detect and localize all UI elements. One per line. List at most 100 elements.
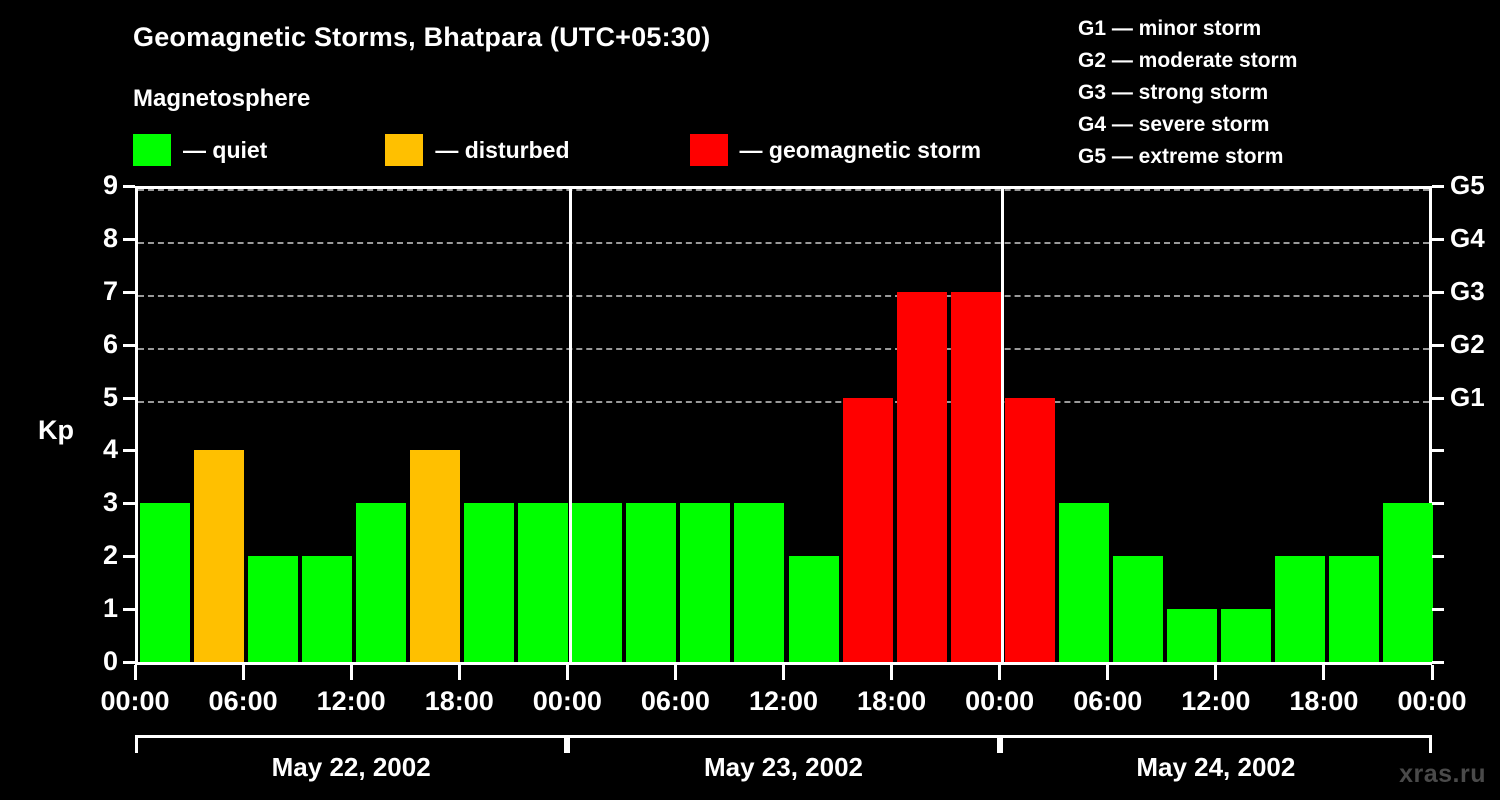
gridline-kp-8	[138, 241, 1429, 244]
y-tick-right-0	[1432, 661, 1444, 664]
x-tick-5	[673, 665, 677, 680]
legend-item-label: — disturbed	[435, 136, 570, 163]
bar	[572, 503, 623, 662]
y-tick-label-1: 1	[102, 593, 118, 624]
y-tick-label-3: 3	[102, 487, 118, 518]
bar	[680, 503, 731, 662]
date-label-2: May 23, 2002	[703, 752, 864, 782]
gridline-kp-9	[138, 189, 1429, 191]
y-tick-label-4: 4	[102, 434, 118, 465]
x-tick-label-3: 18:00	[424, 686, 494, 716]
y-tick-2	[123, 555, 135, 559]
x-tick-label-10: 12:00	[1181, 686, 1251, 716]
green-swatch-icon	[133, 134, 171, 166]
y-tick-right-5	[1432, 396, 1444, 400]
legend-item-orange: — disturbed	[385, 134, 570, 166]
magnetosphere-legend: — quiet — disturbed — geomagnetic storm	[133, 133, 981, 167]
x-tick-3	[457, 665, 461, 680]
bar	[140, 503, 191, 662]
y-tick-1	[123, 608, 135, 612]
g-scale-line-2: G2 — moderate storm	[1078, 49, 1298, 72]
legend-item-label: — geomagnetic storm	[739, 136, 982, 163]
right-axis-label-G5: G5	[1450, 170, 1485, 200]
g-scale-legend: G1 — minor storm G2 — moderate storm G3 — …	[1078, 13, 1297, 173]
day-separator-2	[1001, 189, 1005, 662]
y-tick-3	[123, 502, 135, 506]
x-tick-11	[1322, 665, 1326, 680]
y-tick-right-1	[1432, 608, 1444, 612]
day-separator-1	[568, 189, 572, 662]
y-tick-9	[123, 185, 135, 188]
bar	[248, 556, 299, 662]
bar	[896, 291, 947, 662]
plot-area	[135, 186, 1433, 662]
g-scale-line-1: G1 — minor storm	[1078, 17, 1262, 40]
y-tick-0	[123, 661, 135, 664]
x-tick-label-6: 12:00	[748, 686, 819, 716]
orange-swatch-icon	[385, 134, 424, 166]
y-tick-right-6	[1432, 343, 1444, 347]
x-tick-6	[782, 665, 785, 680]
y-tick-label-0: 0	[102, 646, 118, 676]
g-scale-line-3: G3 — strong storm	[1078, 81, 1269, 104]
right-axis-label-G3: G3	[1450, 275, 1485, 306]
y-tick-5	[123, 396, 135, 400]
date-label-3: May 24, 2002	[1136, 752, 1296, 782]
y-tick-right-7	[1432, 290, 1444, 294]
x-tick-2	[349, 665, 353, 680]
x-tick-12	[1430, 665, 1434, 680]
x-tick-8	[998, 665, 1002, 680]
x-tick-label-5: 06:00	[640, 686, 710, 716]
y-tick-right-3	[1432, 502, 1444, 506]
y-tick-8	[123, 237, 135, 241]
bar	[410, 450, 461, 662]
gridline-kp-6	[138, 347, 1429, 350]
x-tick-label-0: 00:00	[100, 686, 170, 716]
date-label-1: May 22, 2002	[271, 752, 431, 782]
bar	[302, 556, 353, 662]
x-tick-7	[890, 665, 894, 680]
x-tick-label-1: 06:00	[208, 686, 278, 716]
date-bracket-3	[999, 735, 1432, 753]
bar	[788, 556, 839, 662]
bar	[1382, 503, 1433, 662]
right-axis-label-G1: G1	[1450, 381, 1485, 412]
x-tick-1	[241, 665, 245, 680]
bar	[734, 503, 785, 662]
legend-item-label: — quiet	[183, 136, 268, 163]
bar	[464, 503, 515, 662]
y-tick-label-7: 7	[102, 275, 118, 306]
bar	[1220, 609, 1271, 662]
bar-series	[138, 189, 1433, 662]
x-tick-9	[1106, 665, 1110, 680]
x-tick-label-12: 00:00	[1397, 686, 1467, 716]
bar	[518, 503, 569, 662]
y-tick-label-5: 5	[102, 381, 118, 412]
g-scale-line-5: G5 — extreme storm	[1078, 145, 1284, 168]
bar	[194, 450, 245, 662]
y-tick-right-4	[1432, 449, 1444, 453]
x-tick-10	[1214, 665, 1218, 680]
bar	[950, 291, 1001, 662]
bar	[1166, 609, 1217, 662]
y-tick-6	[123, 343, 135, 347]
y-tick-right-9	[1432, 185, 1444, 188]
x-tick-label-4: 00:00	[532, 686, 602, 716]
right-axis-label-G4: G4	[1450, 222, 1485, 253]
x-axis-line	[135, 662, 1432, 665]
y-tick-right-2	[1432, 555, 1444, 559]
watermark: xras.ru	[1399, 760, 1486, 788]
date-bracket-1	[135, 735, 568, 753]
gridline-kp-5	[138, 400, 1429, 403]
x-tick-label-2: 12:00	[316, 686, 386, 716]
right-axis-label-G2: G2	[1450, 328, 1485, 359]
y-axis-title: Kp	[38, 415, 74, 445]
y-tick-label-8: 8	[102, 222, 118, 253]
y-tick-label-6: 6	[102, 328, 118, 359]
bar	[842, 397, 893, 662]
y-tick-right-8	[1432, 237, 1444, 241]
y-tick-label-2: 2	[102, 540, 118, 571]
y-tick-7	[123, 290, 135, 294]
legend-item-red: — geomagnetic storm	[689, 134, 982, 166]
